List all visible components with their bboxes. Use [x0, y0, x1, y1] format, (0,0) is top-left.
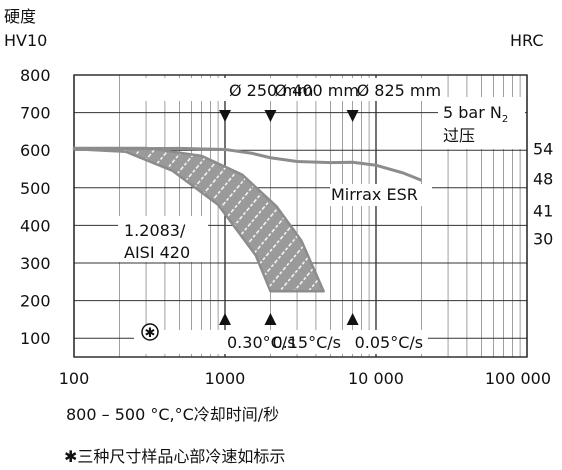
- series-line-mirrax-esr: [73, 146, 423, 182]
- rate-label: 0.05°C/s: [355, 333, 424, 352]
- size-label-background: [122, 78, 434, 101]
- quench-label-background: [438, 97, 525, 149]
- y-tick-label-left: 800: [20, 66, 51, 85]
- y-tick-label-right: 41: [533, 201, 553, 220]
- plot-frame: [73, 74, 528, 358]
- steel-label: AISI 420: [124, 243, 190, 262]
- quench-label-line2: 过压: [443, 126, 475, 145]
- x-tick-label: 10 000: [348, 369, 404, 388]
- footnote-asterisk-icon: ✱: [64, 447, 78, 466]
- y-tick-label-right: 54: [533, 139, 553, 158]
- y-axis-title-right: HRC: [510, 31, 544, 50]
- y-tick-label-right: 48: [533, 169, 553, 188]
- y-tick-label-left: 400: [20, 216, 51, 235]
- x-tick-label: 100 000: [485, 369, 551, 388]
- down-triangle-icon: [346, 110, 359, 122]
- y-tick-label-left: 200: [20, 292, 51, 311]
- y-tick-label-left: 600: [20, 141, 51, 160]
- x-axis-label: 800 – 500 °C,°C冷却时间/秒: [66, 405, 280, 424]
- rate-marker-asterisk-icon: ✱: [145, 326, 156, 341]
- series-label: Mirrax ESR: [331, 185, 418, 204]
- y-tick-label-left: 100: [20, 329, 51, 348]
- quench-label: 5 bar N2: [443, 103, 508, 125]
- y-tick-label-left: 500: [20, 179, 51, 198]
- x-tick-label: 100: [59, 369, 90, 388]
- series-label-background: [330, 184, 432, 206]
- y-tick-label-right: 30: [533, 230, 553, 249]
- y-axis-unit-left: HV10: [4, 31, 47, 50]
- up-triangle-icon: [219, 313, 231, 325]
- x-tick-label: 1000: [205, 369, 246, 388]
- footnote-text: 三种尺寸样品心部冷速如标示: [77, 447, 286, 466]
- steel-label-background: [118, 216, 208, 262]
- down-triangle-icon: [264, 110, 277, 122]
- quench-subscript: 2: [502, 114, 508, 125]
- rate-label: 0.15°C/s: [272, 333, 341, 352]
- down-triangle-icon: [219, 110, 231, 122]
- rate-label: 0.30°C/s: [227, 333, 296, 352]
- y-axis-title-left: 硬度: [4, 7, 36, 26]
- y-tick-label-left: 300: [20, 254, 51, 273]
- rate-marker-circle: [141, 323, 159, 341]
- up-triangle-icon: [264, 313, 277, 325]
- steel-label: 1.2083/: [124, 221, 186, 240]
- footnote: ✱三种尺寸样品心部冷速如标示: [64, 443, 285, 467]
- steel-band-area: [72, 146, 325, 293]
- size-label: Ø 825 mm: [357, 81, 441, 100]
- rate-label-background: [134, 330, 428, 354]
- y-tick-label-left: 700: [20, 104, 51, 123]
- size-label: Ø 250 mm: [229, 81, 313, 100]
- up-triangle-icon: [346, 313, 359, 325]
- size-label: Ø 400 mm: [274, 81, 358, 100]
